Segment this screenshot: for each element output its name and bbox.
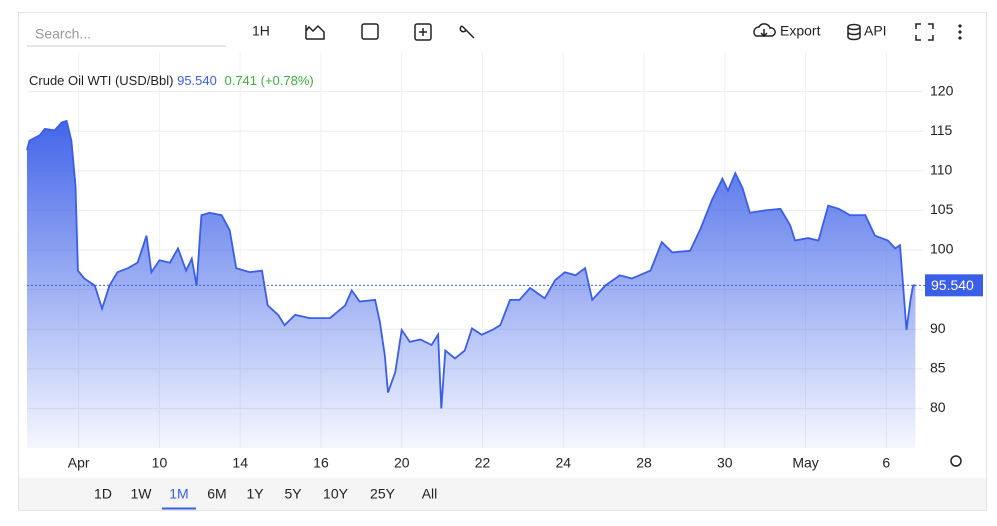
export-button[interactable]: Export <box>780 23 821 39</box>
x-tick-label: 28 <box>636 455 652 471</box>
y-tick-label: 85 <box>930 360 946 376</box>
api-icon-body <box>847 27 861 41</box>
y-tick-label: 90 <box>930 320 946 336</box>
x-tick-label: 30 <box>717 455 733 471</box>
x-tick-label: 10 <box>152 455 168 471</box>
y-tick-label: 80 <box>930 399 946 415</box>
chart-type-icon[interactable] <box>305 24 325 40</box>
title-text: Crude Oil WTI (USD/Bbl) <box>29 73 173 88</box>
fullscreen-icon[interactable] <box>915 23 934 41</box>
x-tick-label: 20 <box>394 455 410 471</box>
compare-icon[interactable] <box>414 23 432 41</box>
range-button[interactable]: 25Y <box>370 486 396 502</box>
area <box>27 120 916 449</box>
export-icon[interactable] <box>753 23 776 38</box>
chart-title: Crude Oil WTI (USD/Bbl) 95.540 0.741 (+0… <box>29 73 314 88</box>
x-tick-label: Apr <box>68 455 90 471</box>
range-button[interactable]: 6M <box>207 486 226 502</box>
line <box>26 119 916 409</box>
range-bar <box>19 478 986 510</box>
y-tick-label: 105 <box>930 201 954 217</box>
range-button[interactable]: 1M <box>169 486 188 502</box>
price: 95.540 <box>177 73 217 88</box>
range-button[interactable]: All <box>422 486 438 502</box>
calendar-icon[interactable] <box>361 23 379 40</box>
last-price-label: 95.540 <box>931 277 974 293</box>
y-tick-label: 120 <box>930 82 954 98</box>
range-button[interactable]: 1W <box>131 486 153 502</box>
more-icon[interactable] <box>958 24 962 40</box>
search-input[interactable]: Search... <box>35 26 91 42</box>
x-tick-label: May <box>792 455 818 471</box>
compare-plus <box>419 28 427 36</box>
y-tick-label: 100 <box>930 241 954 257</box>
x-tick-label: 6 <box>882 455 890 471</box>
range-button[interactable]: 1D <box>94 486 112 502</box>
interval-button[interactable]: 1H <box>252 23 270 39</box>
x-tick-label: 16 <box>313 455 329 471</box>
y-tick-label: 110 <box>930 162 953 178</box>
gear-icon[interactable] <box>950 455 962 467</box>
toolbar-icons <box>305 23 962 467</box>
x-tick-label: 14 <box>232 455 248 471</box>
api-button[interactable]: API <box>864 23 887 39</box>
range-button[interactable]: 10Y <box>323 486 349 502</box>
range-button[interactable]: 1Y <box>246 486 264 502</box>
x-tick-label: 24 <box>555 455 571 471</box>
last-price-box <box>925 274 983 297</box>
change: 0.741 (+0.78%) <box>224 73 313 88</box>
settings-tool-icon[interactable] <box>459 25 475 39</box>
range-button[interactable]: 5Y <box>284 486 302 502</box>
plot: 80859095100105110115120Apr10141620222428… <box>26 52 983 471</box>
x-tick-label: 22 <box>475 455 491 471</box>
y-tick-label: 115 <box>930 122 953 138</box>
